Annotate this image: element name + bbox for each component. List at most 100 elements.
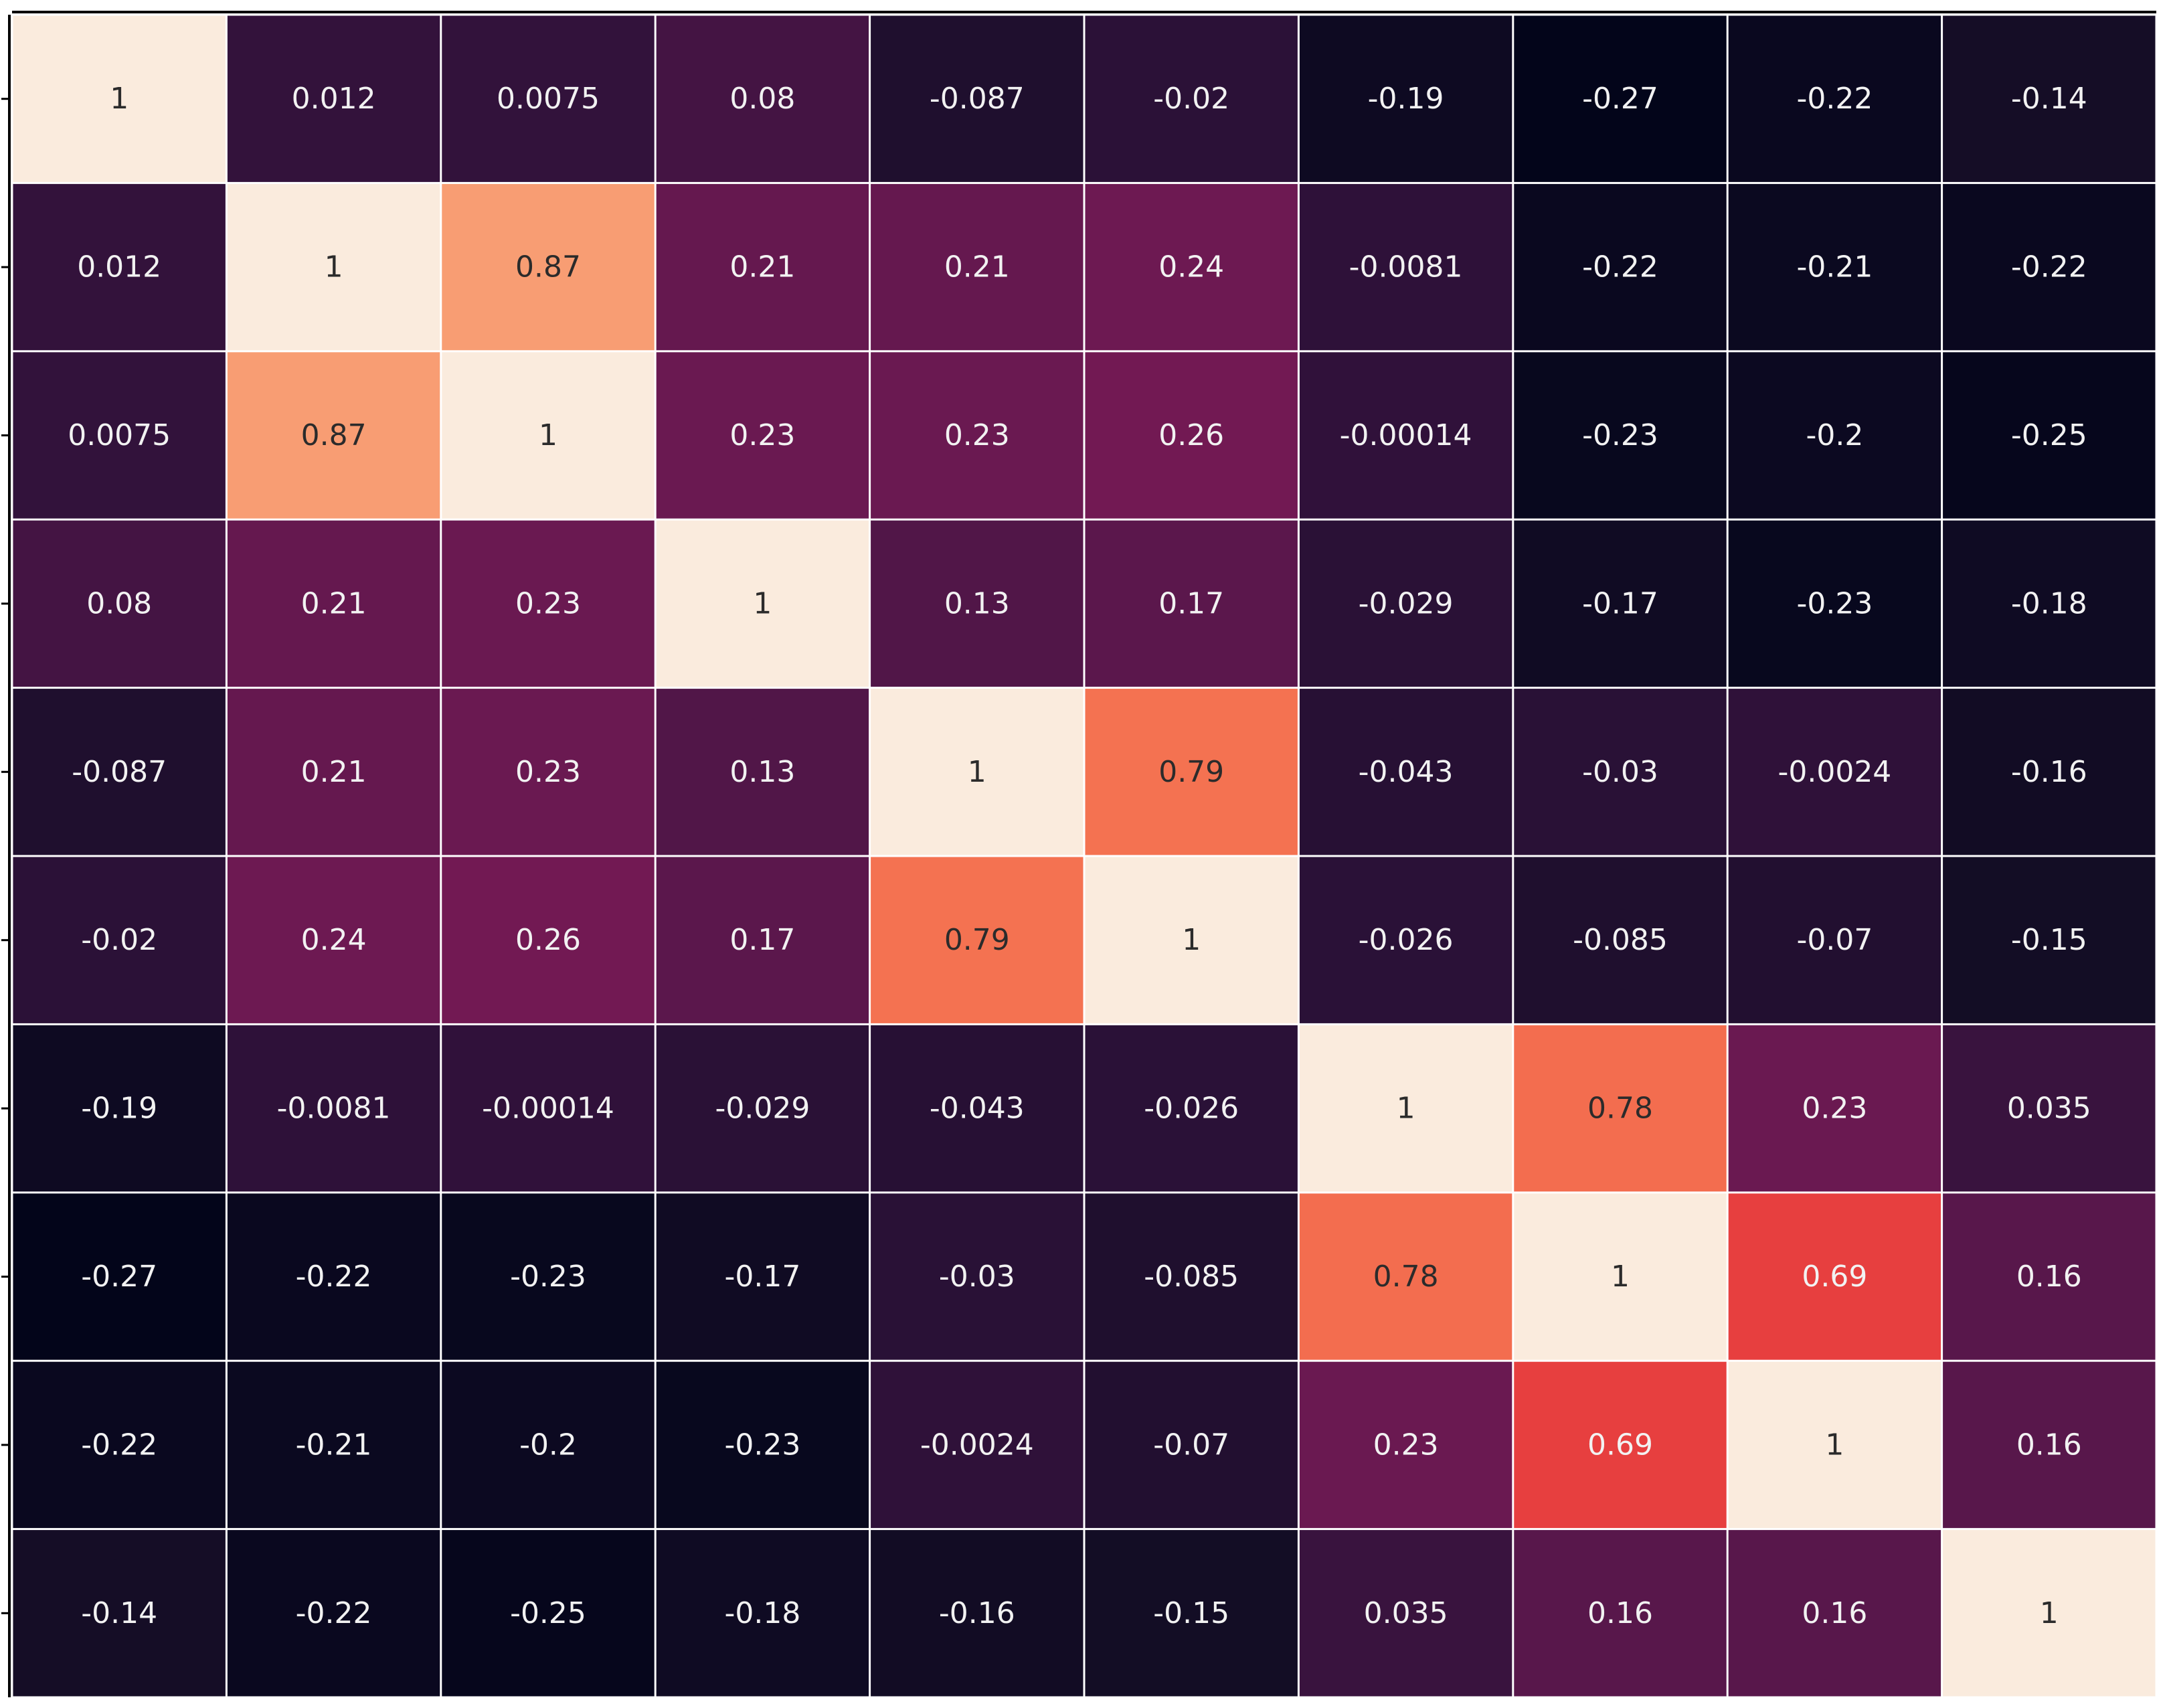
heatmap-cell-label: -0.21 <box>1796 250 1873 284</box>
heatmap-cell <box>1299 183 1512 351</box>
heatmap-cell <box>227 1530 440 1697</box>
heatmap-cell <box>227 183 440 351</box>
heatmap-cell-label: 0.16 <box>1587 1596 1653 1630</box>
heatmap-cell <box>1728 857 1941 1023</box>
heatmap-cell-label: 1 <box>1611 1260 1630 1294</box>
heatmap-cell-label: 1 <box>539 418 557 452</box>
heatmap-cell-label: -0.22 <box>1582 250 1658 284</box>
heatmap-cell <box>1943 520 2156 687</box>
heatmap-cell-label: -0.00014 <box>482 1092 614 1126</box>
heatmap-cell-label: -0.22 <box>296 1596 372 1630</box>
heatmap-cell-label: -0.16 <box>2011 755 2087 789</box>
heatmap-cell <box>1728 352 1941 519</box>
heatmap-cell-label: -0.03 <box>1582 755 1658 789</box>
heatmap-cell-label: 0.69 <box>1587 1428 1653 1462</box>
heatmap-cell <box>1299 352 1512 519</box>
heatmap-cell <box>227 352 440 519</box>
heatmap-cell <box>1085 1025 1298 1192</box>
heatmap-cell <box>656 183 869 351</box>
heatmap-cell-label: 0.17 <box>1158 586 1224 620</box>
heatmap-cell <box>656 1193 869 1360</box>
heatmap-cell-label: -0.22 <box>2011 250 2087 284</box>
heatmap-cell-label: 0.24 <box>1158 250 1224 284</box>
heatmap-cell-label: 0.23 <box>515 755 581 789</box>
heatmap-cell-label: 1 <box>1397 1092 1415 1126</box>
heatmap-cell <box>656 1530 869 1697</box>
heatmap-cell-label: 0.23 <box>944 418 1010 452</box>
heatmap-cell <box>1728 1530 1941 1697</box>
heatmap-cell <box>1299 15 1512 182</box>
heatmap-cell-label: -0.23 <box>1796 586 1873 620</box>
heatmap-cell-label: -0.02 <box>1153 82 1229 116</box>
heatmap-annotations: 1 0.012 0.0075 0.08 -0.087 -0.02 -0.19 -0.27 -0.… <box>68 82 2091 1630</box>
heatmap-cell-label: -0.2 <box>519 1428 577 1462</box>
heatmap-cell <box>442 520 655 687</box>
heatmap-cell-label: -0.25 <box>2011 418 2087 452</box>
heatmap-cell <box>1085 1361 1298 1529</box>
heatmap-cell-label: 0.17 <box>729 923 795 957</box>
heatmap-cell-label: -0.23 <box>724 1428 800 1462</box>
heatmap-cell <box>1085 15 1298 182</box>
heatmap-cell <box>871 183 1084 351</box>
heatmap-cell-label: 1 <box>753 586 772 620</box>
heatmap-cell-label: -0.07 <box>1796 923 1873 957</box>
heatmap-cell <box>13 689 226 855</box>
heatmap-cell <box>1514 15 1727 182</box>
heatmap-cell-label: -0.07 <box>1153 1428 1229 1462</box>
heatmap-cell-label: 0.26 <box>515 923 581 957</box>
heatmap-cell <box>1943 689 2156 855</box>
heatmap-cell <box>1085 857 1298 1023</box>
heatmap-cell-label: -0.087 <box>930 82 1025 116</box>
heatmap-cell-label: -0.19 <box>1368 82 1444 116</box>
heatmap-cell-label: -0.026 <box>1359 923 1454 957</box>
heatmap-cell <box>1085 352 1298 519</box>
heatmap-cell-label: 1 <box>1825 1428 1844 1462</box>
heatmap-cell <box>1943 1025 2156 1192</box>
heatmap-cell-label: -0.14 <box>81 1596 157 1630</box>
heatmap-cell-label: 0.13 <box>729 755 795 789</box>
heatmap-cell <box>1085 1530 1298 1697</box>
heatmap-cell <box>871 1193 1084 1360</box>
heatmap-cell <box>1728 689 1941 855</box>
heatmap-cell <box>871 1025 1084 1192</box>
heatmap-cell <box>227 1361 440 1529</box>
heatmap-cell <box>1728 520 1941 687</box>
heatmap-cell-label: 0.79 <box>944 923 1010 957</box>
heatmap-cell-label: -0.026 <box>1144 1092 1239 1126</box>
heatmap-cell-label: -0.087 <box>72 755 167 789</box>
heatmap-cell-label: 0.08 <box>86 586 152 620</box>
heatmap-cell-label: 0.23 <box>1373 1428 1439 1462</box>
heatmap-cell <box>442 1193 655 1360</box>
heatmap-cell-label: -0.085 <box>1144 1260 1239 1294</box>
heatmap-cell <box>1085 1193 1298 1360</box>
heatmap-cell-label: 0.78 <box>1587 1092 1653 1126</box>
heatmap-cell <box>13 1025 226 1192</box>
heatmap-cell-label: 0.23 <box>729 418 795 452</box>
heatmap-cell <box>656 352 869 519</box>
heatmap-cell <box>1299 689 1512 855</box>
heatmap-cell <box>227 1025 440 1192</box>
heatmap-cell-label: 0.23 <box>515 586 581 620</box>
heatmap-cell-label: 0.21 <box>301 586 367 620</box>
heatmap-cell-label: -0.21 <box>296 1428 372 1462</box>
heatmap-cell-label: -0.02 <box>81 923 157 957</box>
heatmap-cell <box>1299 857 1512 1023</box>
heatmap-cell <box>1943 352 2156 519</box>
heatmap-cell <box>1943 1530 2156 1697</box>
heatmap-cell-label: -0.27 <box>1582 82 1658 116</box>
heatmap-cell-label: -0.03 <box>939 1260 1015 1294</box>
heatmap-cell-label: 0.012 <box>77 250 161 284</box>
heatmap-cell-label: -0.00014 <box>1340 418 1472 452</box>
heatmap-cell <box>227 520 440 687</box>
heatmap-cell <box>1299 1193 1512 1360</box>
heatmap-cell-label: 0.78 <box>1373 1260 1439 1294</box>
heatmap-cell-label: -0.0081 <box>1349 250 1463 284</box>
heatmap-cell-label: 0.16 <box>1802 1596 1867 1630</box>
heatmap-cell <box>1728 1193 1941 1360</box>
heatmap-cell <box>1943 183 2156 351</box>
heatmap-cell <box>13 15 226 182</box>
heatmap-cell <box>442 1530 655 1697</box>
heatmap-cell-label: 0.26 <box>1158 418 1224 452</box>
heatmap-cell-label: 1 <box>1182 923 1201 957</box>
